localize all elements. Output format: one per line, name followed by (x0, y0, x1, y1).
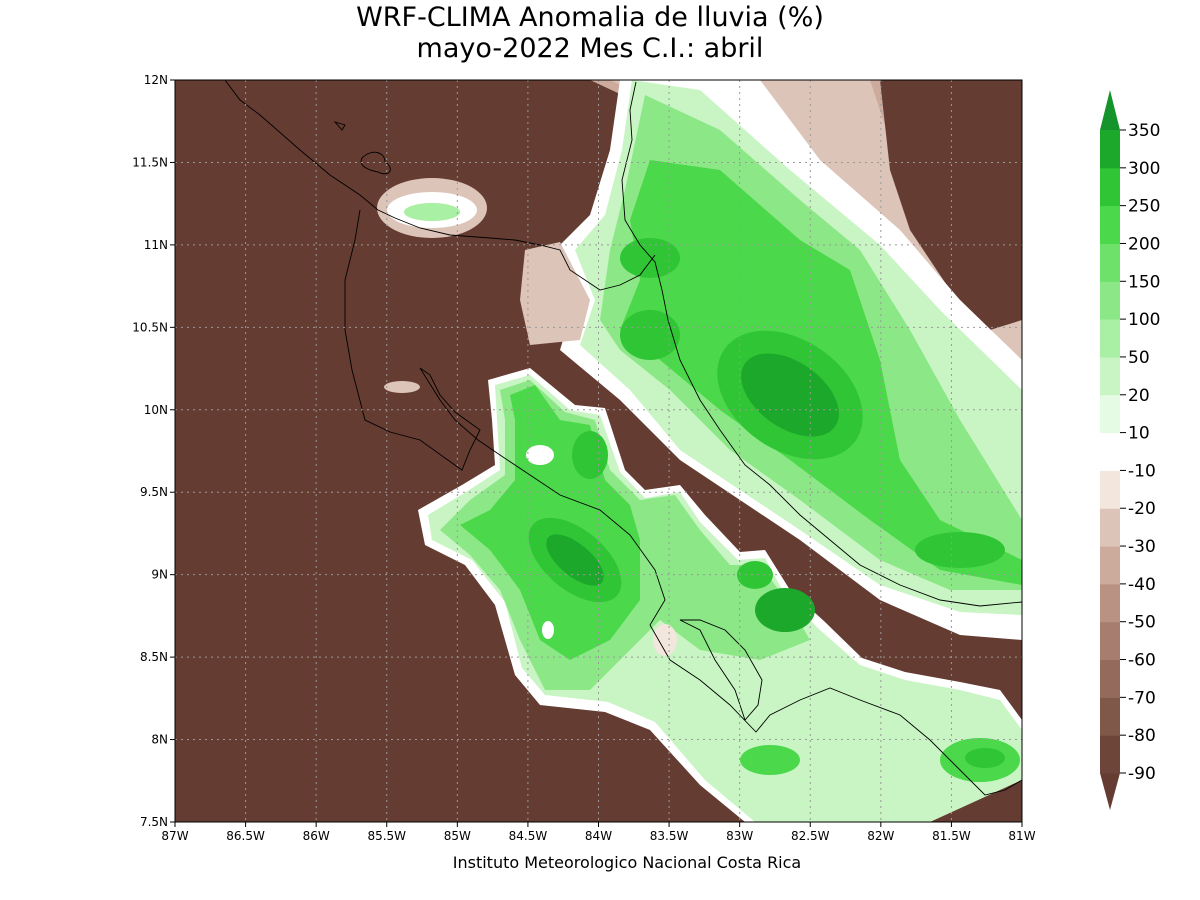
x-tick-label: 84.5W (509, 829, 548, 843)
title: WRF-CLIMA Anomalia de lluvia (%) (356, 2, 824, 33)
colorbar-segment (1100, 697, 1120, 736)
colorbar-segment (1100, 735, 1120, 774)
y-tick-label: 10.5N (132, 320, 168, 334)
y-tick-label: 8.5N (140, 650, 168, 664)
colorbar-segment (1100, 281, 1120, 320)
colorbar-label: 100 (1128, 310, 1160, 330)
colorbar-segment (1100, 319, 1120, 358)
coastline (224, 79, 1023, 796)
colorbar-label: -70 (1128, 688, 1156, 708)
colorbar-segment (1100, 356, 1120, 396)
x-tick-label: 87W (161, 829, 188, 843)
y-tick-label: 9.5N (140, 485, 168, 499)
x-tick-label: 82.5W (791, 829, 830, 843)
map-field (175, 80, 1022, 822)
colorbar-segment (1100, 394, 1120, 434)
colorbar-extend-high (1100, 90, 1120, 130)
x-tick-label: 83.5W (650, 829, 689, 843)
colorbar-label: -10 (1128, 461, 1156, 481)
colorbar-label: 50 (1128, 348, 1150, 368)
colorbar-segment (1100, 621, 1120, 661)
colorbar-segment (1100, 205, 1120, 244)
colorbar-label: 20 (1128, 386, 1150, 406)
colorbar-label: -50 (1128, 613, 1156, 633)
colorbar-label: 10 (1128, 424, 1150, 444)
subtitle: mayo-2022 Mes C.I.: abril (417, 33, 764, 64)
x-tick-label: 83W (726, 829, 753, 843)
colorbar-label: -90 (1128, 764, 1156, 784)
colorbar-label: -40 (1128, 575, 1156, 595)
y-tick-label: 11N (144, 238, 168, 252)
colorbar-label: 250 (1128, 197, 1160, 217)
colorbar-label: -80 (1128, 726, 1156, 746)
y-tick-label: 9N (151, 568, 168, 582)
footer: Instituto Meteorologico Nacional Costa R… (453, 853, 801, 872)
colorbar-segment (1100, 583, 1120, 623)
colorbar-label: 200 (1128, 234, 1160, 254)
colorbar-label: -20 (1128, 499, 1156, 519)
y-tick-label: 7.5N (140, 815, 168, 829)
colorbar-label: 350 (1128, 121, 1160, 141)
colorbar-segment (1100, 432, 1120, 471)
colorbar-label: -30 (1128, 537, 1156, 557)
y-tick-label: 10N (144, 403, 168, 417)
x-tick-label: 86.5W (226, 829, 265, 843)
colorbar-label: 300 (1128, 159, 1160, 179)
x-tick-label: 81W (1008, 829, 1035, 843)
y-tick-label: 8N (151, 733, 168, 747)
y-tick-label: 11.5N (132, 155, 168, 169)
map-frame (174, 79, 1023, 823)
colorbar-label: -60 (1128, 651, 1156, 671)
x-tick-label: 85.5W (367, 829, 406, 843)
colorbar-segment (1100, 130, 1120, 169)
x-tick-label: 86W (303, 829, 330, 843)
colorbar-label: 150 (1128, 272, 1160, 292)
x-tick-label: 81.5W (932, 829, 971, 843)
colorbar-segment (1100, 243, 1120, 282)
colorbar-segment (1100, 470, 1120, 509)
x-tick-label: 82W (867, 829, 894, 843)
colorbar-segment (1100, 659, 1120, 698)
x-tick-label: 84W (585, 829, 612, 843)
colorbar-segment (1100, 508, 1120, 547)
x-tick-label: 85W (444, 829, 471, 843)
colorbar-segment (1100, 546, 1120, 585)
colorbar-segment (1100, 167, 1120, 207)
colorbar-extend-low (1100, 773, 1120, 810)
y-tick-label: 12N (144, 73, 168, 87)
